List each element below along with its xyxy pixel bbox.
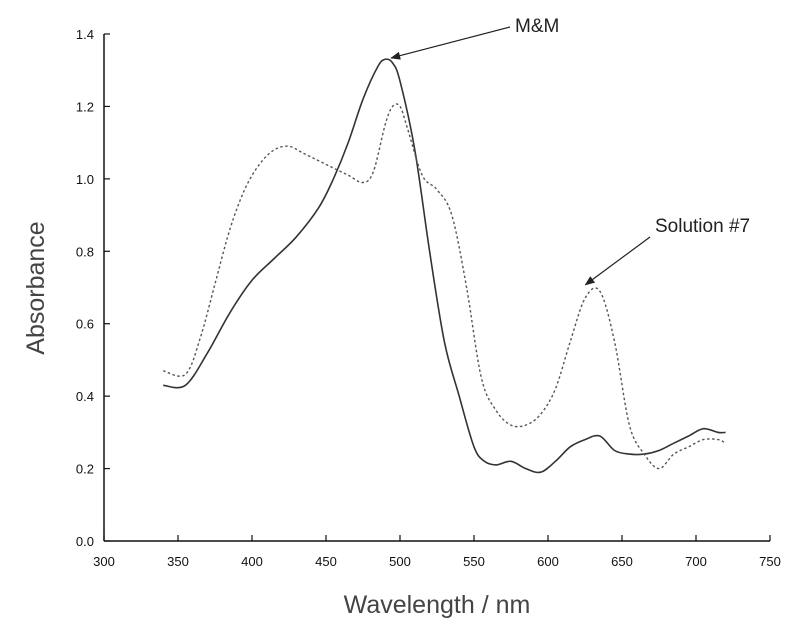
x-tick-label: 700 bbox=[685, 554, 707, 569]
x-tick-label: 300 bbox=[93, 554, 115, 569]
annotation-arrow-mm bbox=[390, 26, 511, 60]
x-tick-label: 750 bbox=[759, 554, 781, 569]
x-tick-label: 550 bbox=[463, 554, 485, 569]
x-tick-label: 650 bbox=[611, 554, 633, 569]
y-tick-label: 0.6 bbox=[76, 317, 94, 332]
annotations: M&M Solution #7 bbox=[390, 16, 750, 286]
x-tick-label: 350 bbox=[167, 554, 189, 569]
y-tick-label: 0.2 bbox=[76, 462, 94, 477]
y-tick-label: 0.0 bbox=[76, 534, 94, 549]
y-tick-label: 1.2 bbox=[76, 99, 94, 114]
y-tick-label: 0.4 bbox=[76, 389, 94, 404]
annotation-arrow-solution-7 bbox=[584, 236, 651, 286]
y-tick-label: 1.0 bbox=[76, 172, 94, 187]
y-axis-title: Absorbance bbox=[22, 221, 50, 354]
x-tick-label: 600 bbox=[537, 554, 559, 569]
annotation-label-mm: M&M bbox=[515, 16, 559, 37]
x-axis-title: Wavelength / nm bbox=[344, 591, 531, 619]
y-tick-label: 1.4 bbox=[76, 27, 94, 42]
series-layer bbox=[163, 58, 726, 474]
series-line-solution-7 bbox=[163, 103, 726, 470]
y-tick-label: 0.8 bbox=[76, 244, 94, 259]
series-line-mm bbox=[163, 58, 726, 474]
x-tick-label: 400 bbox=[241, 554, 263, 569]
tick-labels: 300 350 400 450 500 550 600 650 700 750 0.0 0.2 0.4 0… bbox=[76, 27, 781, 569]
x-tick-label: 500 bbox=[389, 554, 411, 569]
annotation-label-solution-7: Solution #7 bbox=[655, 216, 750, 237]
x-tick-label: 450 bbox=[315, 554, 337, 569]
axes bbox=[103, 33, 771, 542]
